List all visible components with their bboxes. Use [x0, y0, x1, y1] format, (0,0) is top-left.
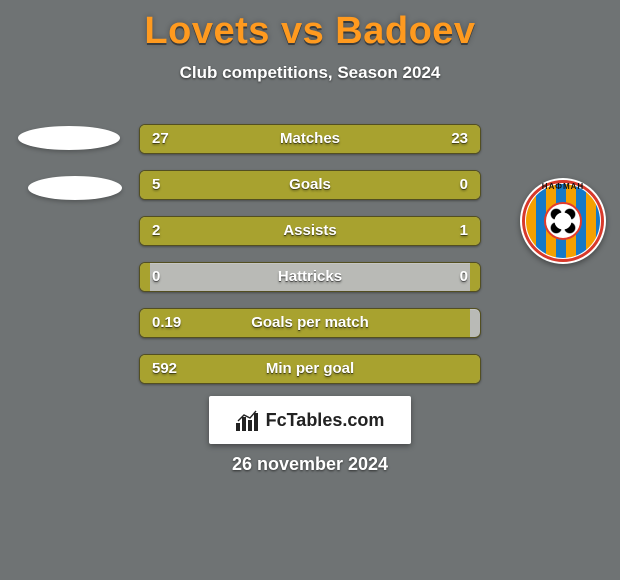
stat-bar-right — [402, 171, 480, 199]
fctables-link[interactable]: FcTables.com — [209, 396, 411, 444]
subtitle: Club competitions, Season 2024 — [0, 63, 620, 83]
stat-value-left: 0 — [152, 263, 160, 291]
logo-shape — [28, 176, 122, 200]
logo-shape — [18, 126, 120, 150]
stat-value-left: 0.19 — [152, 309, 181, 337]
soccer-ball-icon — [544, 202, 582, 240]
stat-bar-left — [140, 309, 470, 337]
fctables-label: FcTables.com — [266, 410, 385, 431]
stat-row: 21Assists — [139, 216, 481, 246]
bar-chart-icon — [236, 409, 260, 431]
stat-row: 2723Matches — [139, 124, 481, 154]
stat-value-right: 1 — [460, 217, 468, 245]
stat-value-right: 23 — [451, 125, 468, 153]
team-logo-left — [8, 120, 132, 260]
stat-bar-left — [140, 355, 480, 383]
stat-value-left: 592 — [152, 355, 177, 383]
crest-label: НАФМАН — [520, 182, 606, 191]
stat-value-right: 0 — [460, 171, 468, 199]
page-title: Lovets vs Badoev — [0, 0, 620, 53]
stats-chart: 2723Matches50Goals21Assists00Hattricks0.… — [139, 124, 481, 400]
stat-row: 0 0Hattricks — [139, 262, 481, 292]
stat-bar-right — [470, 263, 480, 291]
stat-bar-left — [140, 217, 317, 245]
title-player-right: Badoev — [335, 10, 475, 52]
stat-value-left: 2 — [152, 217, 160, 245]
stat-row: 592Min per goal — [139, 354, 481, 384]
title-player-left: Lovets — [144, 10, 269, 52]
comparison-card: Lovets vs Badoev Club competitions, Seas… — [0, 0, 620, 580]
date-label: 26 november 2024 — [0, 454, 620, 475]
title-vs: vs — [281, 10, 324, 52]
stat-row: 0.19Goals per match — [139, 308, 481, 338]
stat-bar-left — [140, 171, 402, 199]
stat-bar-left — [140, 263, 150, 291]
stat-label: Hattricks — [140, 263, 480, 291]
stat-bar-right — [317, 217, 480, 245]
stat-value-left: 5 — [152, 171, 160, 199]
stat-value-left: 27 — [152, 125, 169, 153]
team-logo-right: НАФМАН — [520, 178, 606, 264]
stat-value-right: 0 — [460, 263, 468, 291]
stat-row: 50Goals — [139, 170, 481, 200]
